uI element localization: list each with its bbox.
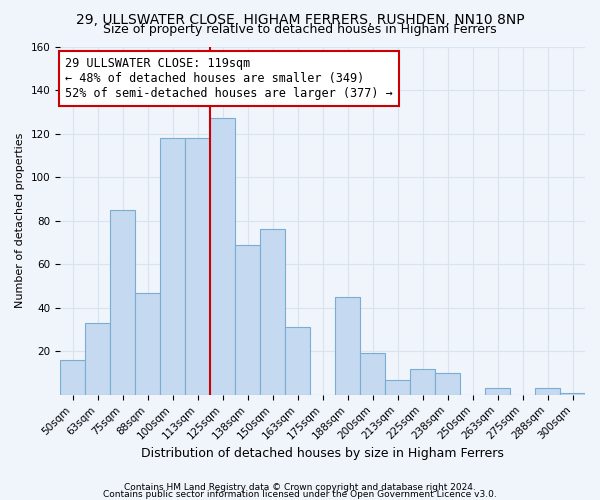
Bar (485, 388, 510, 395)
Bar (235, 244, 260, 395)
Bar (285, 328, 310, 395)
Bar (560, 392, 585, 395)
Bar (360, 354, 385, 395)
Bar (385, 380, 410, 395)
Text: Size of property relative to detached houses in Higham Ferrers: Size of property relative to detached ho… (103, 22, 497, 36)
Bar (335, 297, 360, 395)
Text: Contains HM Land Registry data © Crown copyright and database right 2024.: Contains HM Land Registry data © Crown c… (124, 484, 476, 492)
Bar (435, 373, 460, 395)
Bar (60, 360, 85, 395)
Bar (160, 138, 185, 395)
Bar (185, 138, 210, 395)
Bar (85, 323, 110, 395)
Bar (135, 292, 160, 395)
Text: 29 ULLSWATER CLOSE: 119sqm
← 48% of detached houses are smaller (349)
52% of sem: 29 ULLSWATER CLOSE: 119sqm ← 48% of deta… (65, 57, 393, 100)
Y-axis label: Number of detached properties: Number of detached properties (15, 133, 25, 308)
Bar (110, 210, 135, 395)
Text: Contains public sector information licensed under the Open Government Licence v3: Contains public sector information licen… (103, 490, 497, 499)
Bar (535, 388, 560, 395)
Bar (260, 230, 285, 395)
X-axis label: Distribution of detached houses by size in Higham Ferrers: Distribution of detached houses by size … (141, 447, 504, 460)
Bar (410, 368, 435, 395)
Bar (210, 118, 235, 395)
Text: 29, ULLSWATER CLOSE, HIGHAM FERRERS, RUSHDEN, NN10 8NP: 29, ULLSWATER CLOSE, HIGHAM FERRERS, RUS… (76, 12, 524, 26)
